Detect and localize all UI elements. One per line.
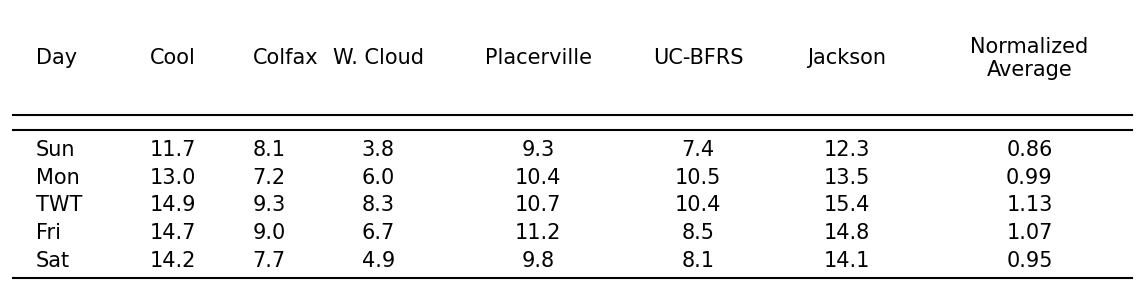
Text: 10.7: 10.7 [515, 195, 561, 215]
Text: 0.95: 0.95 [1006, 251, 1052, 271]
Text: 8.5: 8.5 [681, 223, 714, 243]
Text: W. Cloud: W. Cloud [333, 48, 424, 69]
Text: TWT: TWT [35, 195, 82, 215]
Text: UC-BFRS: UC-BFRS [653, 48, 743, 69]
Text: 10.5: 10.5 [674, 168, 721, 187]
Text: 7.7: 7.7 [253, 251, 286, 271]
Text: 9.0: 9.0 [253, 223, 286, 243]
Text: Normalized
Average: Normalized Average [970, 37, 1089, 80]
Text: Sat: Sat [35, 251, 70, 271]
Text: 1.13: 1.13 [1006, 195, 1052, 215]
Text: 15.4: 15.4 [823, 195, 870, 215]
Text: Cool: Cool [150, 48, 196, 69]
Text: 8.1: 8.1 [681, 251, 714, 271]
Text: 3.8: 3.8 [362, 140, 395, 160]
Text: 4.9: 4.9 [362, 251, 395, 271]
Text: 9.8: 9.8 [522, 251, 555, 271]
Text: 1.07: 1.07 [1006, 223, 1052, 243]
Text: Day: Day [35, 48, 77, 69]
Text: 13.5: 13.5 [823, 168, 870, 187]
Text: 12.3: 12.3 [823, 140, 870, 160]
Text: 7.2: 7.2 [253, 168, 286, 187]
Text: Fri: Fri [35, 223, 61, 243]
Text: 10.4: 10.4 [674, 195, 721, 215]
Text: 14.9: 14.9 [150, 195, 197, 215]
Text: Mon: Mon [35, 168, 79, 187]
Text: 9.3: 9.3 [253, 195, 286, 215]
Text: 0.99: 0.99 [1006, 168, 1052, 187]
Text: Jackson: Jackson [807, 48, 886, 69]
Text: Placerville: Placerville [484, 48, 592, 69]
Text: 9.3: 9.3 [522, 140, 555, 160]
Text: 8.1: 8.1 [253, 140, 286, 160]
Text: 14.2: 14.2 [150, 251, 196, 271]
Text: 14.8: 14.8 [823, 223, 870, 243]
Text: 11.2: 11.2 [515, 223, 561, 243]
Text: 8.3: 8.3 [362, 195, 395, 215]
Text: 14.1: 14.1 [823, 251, 870, 271]
Text: 13.0: 13.0 [150, 168, 196, 187]
Text: 10.4: 10.4 [515, 168, 561, 187]
Text: 6.7: 6.7 [362, 223, 395, 243]
Text: 6.0: 6.0 [362, 168, 395, 187]
Text: Colfax: Colfax [253, 48, 318, 69]
Text: 0.86: 0.86 [1006, 140, 1052, 160]
Text: Sun: Sun [35, 140, 76, 160]
Text: 7.4: 7.4 [681, 140, 714, 160]
Text: 14.7: 14.7 [150, 223, 196, 243]
Text: 11.7: 11.7 [150, 140, 196, 160]
